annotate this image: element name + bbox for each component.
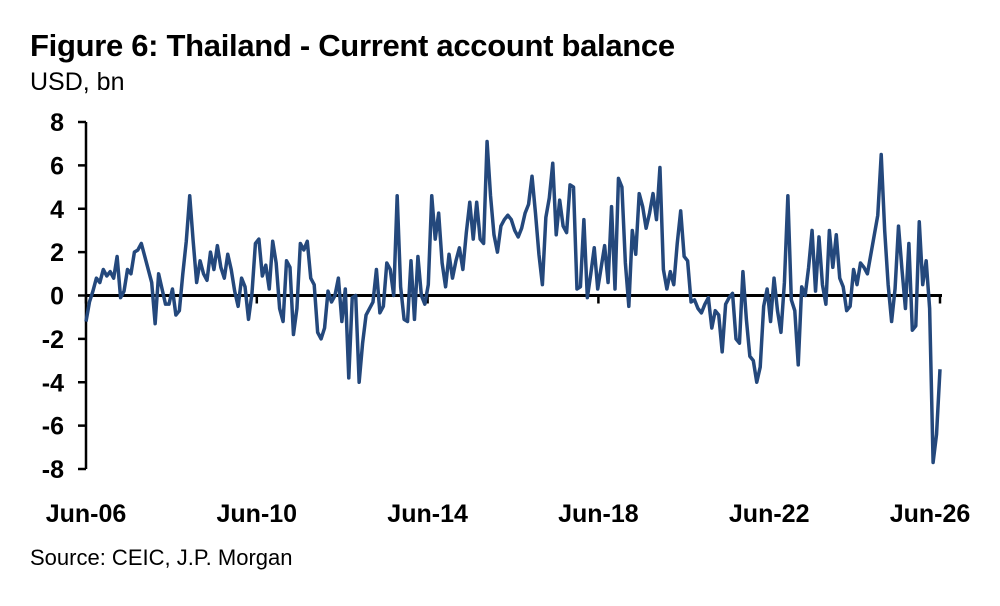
x-axis-ticks: Jun-06 Jun-10 Jun-14 Jun-18 Jun-22 Jun-26 <box>46 295 971 528</box>
y-tick-label: 0 <box>50 283 64 311</box>
chart-title: Figure 6: Thailand - Current account bal… <box>30 28 675 63</box>
x-tick-label: Jun-14 <box>387 500 468 528</box>
y-tick-label: 2 <box>50 239 64 267</box>
y-tick-label: -2 <box>42 326 64 354</box>
x-tick-label: Jun-06 <box>46 500 127 528</box>
y-tick-label: -8 <box>42 456 64 484</box>
y-tick-label: 8 <box>50 109 64 137</box>
x-tick-label: Jun-26 <box>890 500 971 528</box>
series-line <box>84 139 942 465</box>
y-tick-label: -4 <box>42 369 64 397</box>
y-axis-ticks: 8 6 4 2 0 -2 -4 -6 -8 <box>42 109 86 484</box>
x-tick-label: Jun-10 <box>217 500 298 528</box>
y-tick-label: 4 <box>50 196 64 224</box>
y-axis-unit: USD, bn <box>30 68 125 96</box>
x-tick-label: Jun-22 <box>729 500 810 528</box>
y-tick-label: -6 <box>42 413 64 441</box>
x-tick-label: Jun-18 <box>558 500 639 528</box>
source-note: Source: CEIC, J.P. Morgan <box>30 545 293 570</box>
y-tick-label: 6 <box>50 152 64 180</box>
